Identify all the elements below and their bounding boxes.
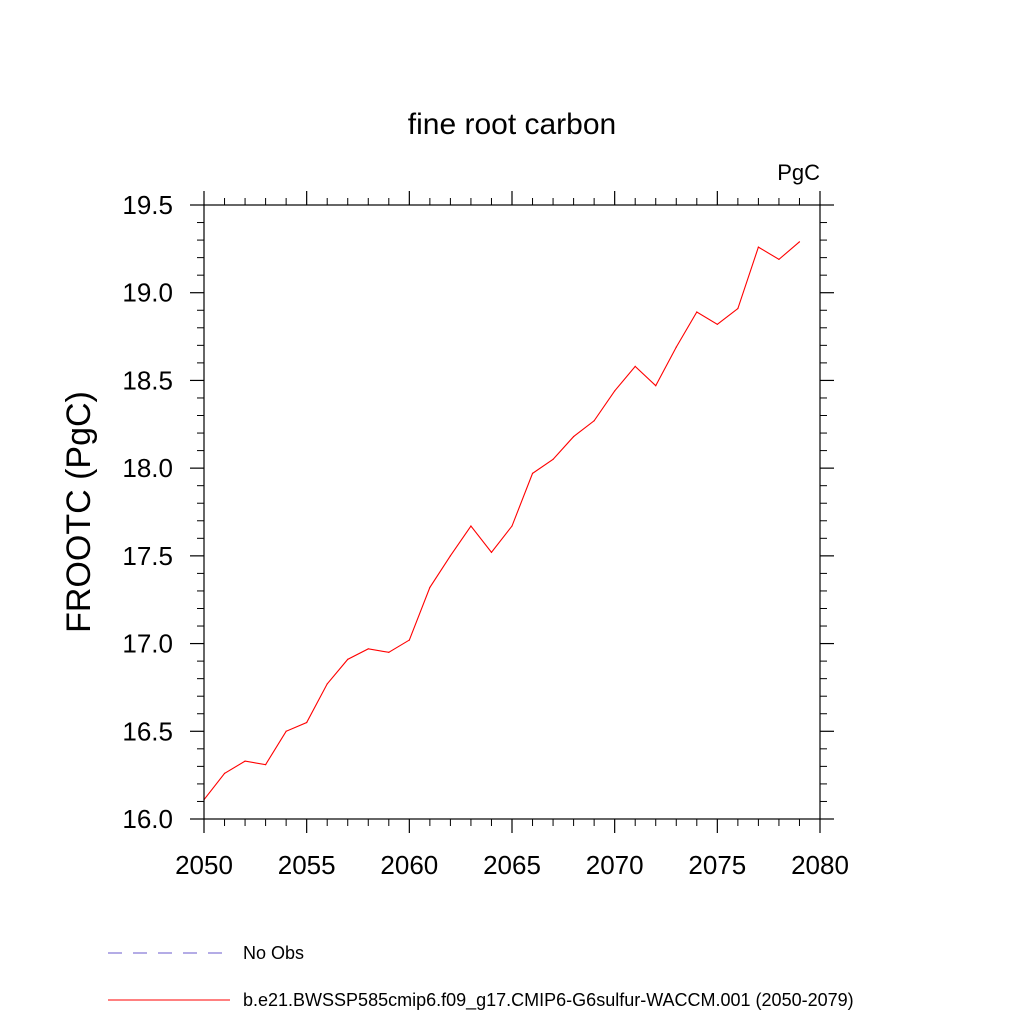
units-label: PgC xyxy=(777,160,820,185)
legend-label: b.e21.BWSSP585cmip6.f09_g17.CMIP6-G6sulf… xyxy=(243,990,854,1011)
data-point xyxy=(716,323,718,325)
chart-title: fine root carbon xyxy=(408,108,616,141)
data-point xyxy=(634,365,636,367)
data-point xyxy=(347,658,349,660)
data-point xyxy=(408,639,410,641)
data-point xyxy=(531,472,534,475)
series-layer xyxy=(203,241,801,801)
y-tick-labels: 16.0 16.5 17.0 17.5 18.0 18.5 19.0 19.5 xyxy=(122,190,173,834)
legend: No Obs b.e21.BWSSP585cmip6.f09_g17.CMIP6-… xyxy=(108,943,854,1011)
series-line xyxy=(203,241,800,801)
minor-ticks xyxy=(197,198,827,826)
y-tick-label: 16.5 xyxy=(122,716,173,746)
x-tick-labels: 2050 2055 2060 2065 2070 2075 2080 xyxy=(175,850,849,880)
y-tick-label: 17.0 xyxy=(122,629,173,659)
data-point xyxy=(737,307,739,310)
data-point xyxy=(696,311,698,313)
data-point xyxy=(614,390,616,392)
x-tick-label: 2055 xyxy=(278,850,336,880)
data-point xyxy=(470,525,472,527)
plot-frame xyxy=(203,204,821,820)
data-point xyxy=(757,246,760,248)
major-ticks xyxy=(190,191,834,833)
y-tick-label: 17.5 xyxy=(122,541,173,571)
data-point xyxy=(675,346,677,348)
data-point xyxy=(593,420,595,422)
data-point xyxy=(429,586,431,589)
x-tick-label: 2065 xyxy=(483,850,541,880)
y-tick-label: 19.0 xyxy=(122,278,173,308)
data-point xyxy=(388,651,390,653)
data-point xyxy=(490,551,493,553)
data-point xyxy=(285,730,287,732)
data-point xyxy=(367,648,369,650)
data-point xyxy=(511,525,513,527)
data-point xyxy=(573,435,575,438)
x-tick-label: 2075 xyxy=(688,850,746,880)
x-tick-label: 2060 xyxy=(380,850,438,880)
x-tick-label: 2070 xyxy=(586,850,644,880)
data-point xyxy=(552,458,554,460)
data-point xyxy=(798,241,801,243)
legend-label: No Obs xyxy=(243,943,304,963)
data-point xyxy=(778,258,780,260)
y-tick-label: 19.5 xyxy=(122,190,173,220)
y-tick-label: 18.0 xyxy=(122,453,173,483)
data-point xyxy=(223,772,226,774)
x-tick-label: 2080 xyxy=(791,850,849,880)
data-point xyxy=(306,721,308,724)
y-tick-label: 18.5 xyxy=(122,365,173,395)
data-point xyxy=(655,385,657,387)
y-tick-label: 16.0 xyxy=(122,804,173,834)
y-axis-label: FROOTC (PgC) xyxy=(60,391,98,633)
data-point xyxy=(244,760,246,762)
x-tick-label: 2050 xyxy=(175,850,233,880)
data-point xyxy=(326,683,328,685)
data-point xyxy=(449,555,451,557)
data-point xyxy=(265,764,267,766)
